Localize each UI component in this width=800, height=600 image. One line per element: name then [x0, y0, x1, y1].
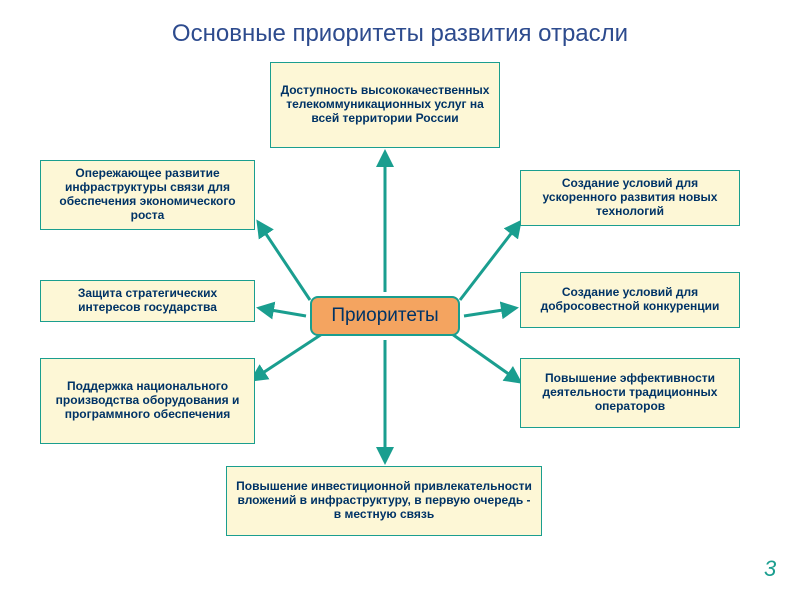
priority-node-left-lower: Поддержка национального производства обо… — [40, 358, 255, 444]
page-title: Основные приоритеты развития отрасли — [0, 20, 800, 48]
priority-node-right-upper: Создание условий для ускоренного развити… — [520, 170, 740, 226]
priority-node-right-lower: Повышение эффективности деятельности тра… — [520, 358, 740, 428]
priority-node-right-mid: Создание условий для добросовестной конк… — [520, 272, 740, 328]
priority-node-top: Доступность высококачественных телекомму… — [270, 62, 500, 148]
center-node: Приоритеты — [310, 296, 460, 336]
priority-node-left-mid: Защита стратегических интересов государс… — [40, 280, 255, 322]
priority-node-bottom: Повышение инвестиционной привлекательнос… — [226, 466, 542, 536]
priority-node-left-upper: Опережающее развитие инфраструктуры связ… — [40, 160, 255, 230]
page-number: 3 — [764, 556, 776, 582]
